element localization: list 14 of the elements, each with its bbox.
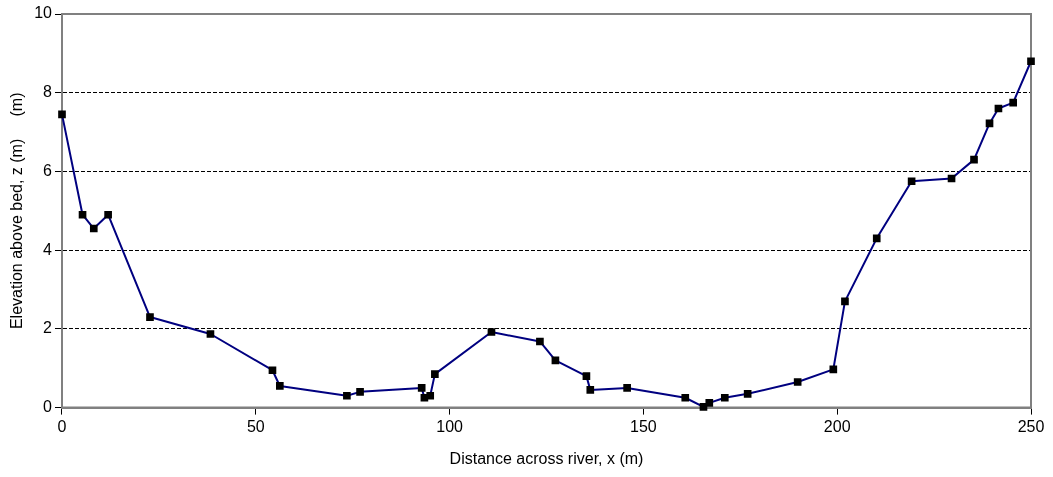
x-tick-label: 250 <box>1017 417 1045 435</box>
y-tick-label: 10 <box>34 4 53 22</box>
y-tick-label: 0 <box>43 398 53 416</box>
x-tick-label: 200 <box>823 417 851 435</box>
x-tick-label: 0 <box>57 417 67 435</box>
x-tick-label: 150 <box>630 417 657 435</box>
y-tick-label: 4 <box>43 240 53 258</box>
x-tick-label: 100 <box>436 417 464 435</box>
y-tick-label: 6 <box>43 161 53 179</box>
x-tick-label: 50 <box>246 417 265 435</box>
y-tick-label: 2 <box>43 319 53 337</box>
y-tick-label: 8 <box>43 83 53 101</box>
y-axis-title: Elevation above bed, z (m) (m) <box>8 92 26 330</box>
x-axis-title: Distance across river, x (m) <box>449 449 644 467</box>
